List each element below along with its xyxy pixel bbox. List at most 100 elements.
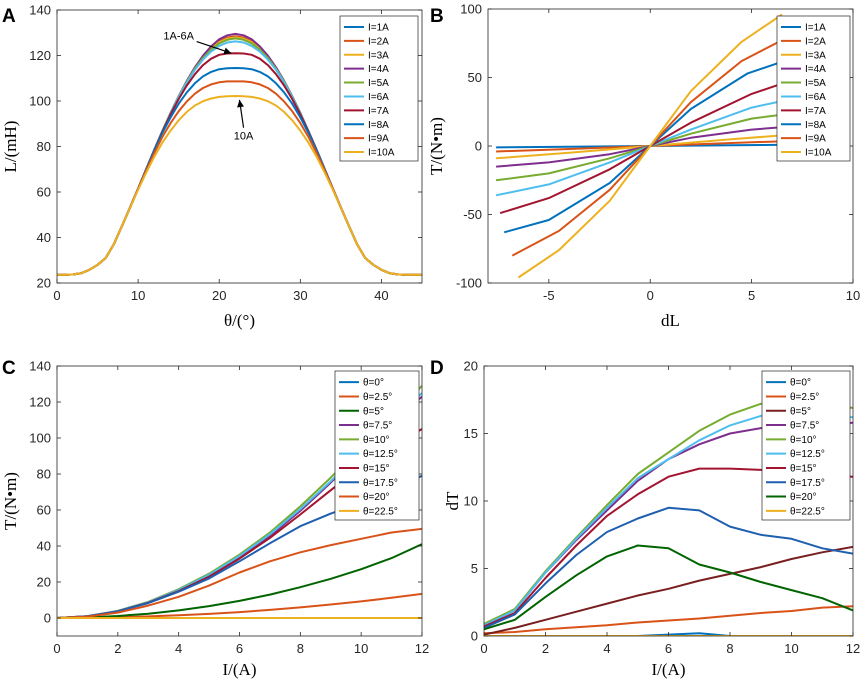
x-tick-label: 8 bbox=[726, 641, 733, 656]
y-axis-label: T/(N•m) bbox=[1, 472, 20, 530]
y-tick-label: 20 bbox=[37, 575, 51, 590]
y-tick-label: 20 bbox=[464, 359, 478, 374]
x-tick-label: 8 bbox=[297, 641, 304, 656]
panel-label: D bbox=[430, 358, 444, 379]
legend-entry: I=4A bbox=[368, 64, 389, 75]
panel-A: 0 10 20 30 40 20 40 60 80 100 120 140 θ/(°) L/(mH) A I=… bbox=[1, 3, 423, 330]
series-line-10 bbox=[517, 13, 783, 279]
legend-entry: θ=10° bbox=[363, 435, 390, 446]
legend-entry: I=10A bbox=[368, 148, 395, 159]
legend-entry: θ=15° bbox=[790, 463, 817, 474]
x-axis-label: θ/(°) bbox=[224, 311, 255, 330]
y-tick-label: 40 bbox=[37, 539, 51, 554]
legend-entry: θ=0° bbox=[363, 378, 384, 389]
y-tick-label: -50 bbox=[463, 207, 482, 222]
annotation-arrowhead bbox=[237, 99, 244, 108]
y-tick-label: 80 bbox=[37, 467, 51, 482]
legend-entry: θ=5° bbox=[363, 406, 384, 417]
y-axis-label: dT bbox=[443, 491, 462, 511]
legend: θ=0° θ=2.5° θ=5° θ=7.5° θ=10° θ=12.5° θ=15° θ=1… bbox=[761, 370, 851, 521]
legend-entry: I=9A bbox=[805, 134, 826, 145]
y-tick-label: 120 bbox=[29, 48, 51, 63]
y-tick-label: 10 bbox=[464, 494, 478, 509]
x-tick-label: 0 bbox=[647, 288, 654, 303]
series-line-3 bbox=[57, 543, 422, 619]
y-tick-label: 60 bbox=[37, 185, 51, 200]
annotation-text: 10A bbox=[234, 131, 254, 143]
legend-entry: θ=7.5° bbox=[363, 421, 392, 432]
series-group bbox=[495, 13, 805, 279]
legend-entry: θ=15° bbox=[363, 463, 390, 474]
x-tick-label: 2 bbox=[114, 641, 121, 656]
panel-D: 0 2 4 6 8 10 1205101520I/(A)dTDθ=0°θ=2.5°θ=5°θ… bbox=[430, 358, 860, 679]
y-axis-label: L/(mH) bbox=[1, 121, 20, 173]
legend-entry: I=6A bbox=[805, 92, 826, 103]
legend-entry: I=9A bbox=[368, 134, 389, 145]
series-line-3 bbox=[484, 545, 853, 636]
series-line-10 bbox=[57, 95, 422, 276]
legend-entry: θ=7.5° bbox=[790, 421, 819, 432]
y-tick-label: 15 bbox=[464, 426, 478, 441]
legend-entry: I=10A bbox=[805, 148, 832, 159]
x-tick-label: 30 bbox=[293, 288, 307, 303]
x-tick-label: 12 bbox=[415, 641, 429, 656]
legend-entry: θ=20° bbox=[363, 492, 390, 503]
legend-entry: θ=2.5° bbox=[363, 392, 392, 403]
x-tick-label: 2 bbox=[542, 641, 549, 656]
legend-entry: I=7A bbox=[805, 106, 826, 117]
y-tick-label: 100 bbox=[460, 2, 482, 17]
legend-entry: I=4A bbox=[805, 64, 826, 75]
legend-entry: I=3A bbox=[805, 50, 826, 61]
x-tick-label: 10 bbox=[354, 641, 368, 656]
y-tick-label: 60 bbox=[37, 503, 51, 518]
x-tick-label: 6 bbox=[236, 641, 243, 656]
series-line-9 bbox=[57, 527, 422, 619]
legend: I=1A I=2A I=3A I=4A I=5A I=6A I=7A I=8A I=9A I=10… bbox=[776, 15, 851, 162]
x-tick-label: 10 bbox=[784, 641, 798, 656]
legend-entry: I=5A bbox=[368, 78, 389, 89]
y-tick-label: 0 bbox=[44, 611, 51, 626]
y-tick-label: 5 bbox=[471, 561, 478, 576]
x-tick-label: 5 bbox=[748, 288, 755, 303]
legend-entry: θ=20° bbox=[790, 492, 817, 503]
legend-entry: θ=17.5° bbox=[363, 478, 398, 489]
x-axis-label: I/(A) bbox=[223, 660, 257, 679]
x-axis-label: dL bbox=[661, 311, 680, 330]
legend-entry: I=7A bbox=[368, 106, 389, 117]
legend-entry: θ=0° bbox=[790, 378, 811, 389]
y-tick-label: 100 bbox=[29, 431, 51, 446]
legend-entry: θ=12.5° bbox=[790, 449, 825, 460]
panel-label: A bbox=[2, 6, 16, 27]
x-tick-label: 12 bbox=[846, 641, 860, 656]
legend-entry: I=2A bbox=[368, 36, 389, 47]
y-tick-label: 0 bbox=[475, 139, 482, 154]
x-tick-label: 40 bbox=[374, 288, 388, 303]
legend-entry: θ=22.5° bbox=[363, 506, 398, 517]
y-tick-label: -100 bbox=[456, 276, 482, 291]
annotation-text: 1A-6A bbox=[163, 31, 194, 43]
x-tick-label: 4 bbox=[603, 641, 610, 656]
x-tick-label: 10 bbox=[131, 288, 145, 303]
annotation-arrowhead bbox=[223, 47, 232, 55]
x-tick-label: -5 bbox=[543, 288, 555, 303]
panel-label: C bbox=[2, 358, 16, 379]
legend-entry: θ=22.5° bbox=[790, 506, 825, 517]
x-tick-label: 0 bbox=[480, 641, 487, 656]
legend-entry: I=2A bbox=[805, 36, 826, 47]
legend-entry: θ=5° bbox=[790, 406, 811, 417]
x-axis-label: I/(A) bbox=[652, 660, 686, 679]
x-tick-label: 20 bbox=[212, 288, 226, 303]
y-tick-label: 140 bbox=[29, 3, 51, 18]
y-axis-label: T/(N•m) bbox=[427, 117, 446, 175]
legend-entry: I=6A bbox=[368, 92, 389, 103]
legend-entry: I=1A bbox=[368, 22, 389, 33]
legend-entry: θ=2.5° bbox=[790, 392, 819, 403]
legend-entry: I=5A bbox=[805, 78, 826, 89]
x-tick-label: 10 bbox=[846, 288, 860, 303]
y-tick-label: 40 bbox=[37, 230, 51, 245]
legend: θ=0° θ=2.5° θ=5° θ=7.5° θ=10° θ=12.5° θ=15° θ=1… bbox=[334, 370, 420, 521]
y-tick-label: 120 bbox=[29, 395, 51, 410]
y-tick-label: 20 bbox=[37, 276, 51, 291]
y-tick-label: 0 bbox=[471, 629, 478, 644]
